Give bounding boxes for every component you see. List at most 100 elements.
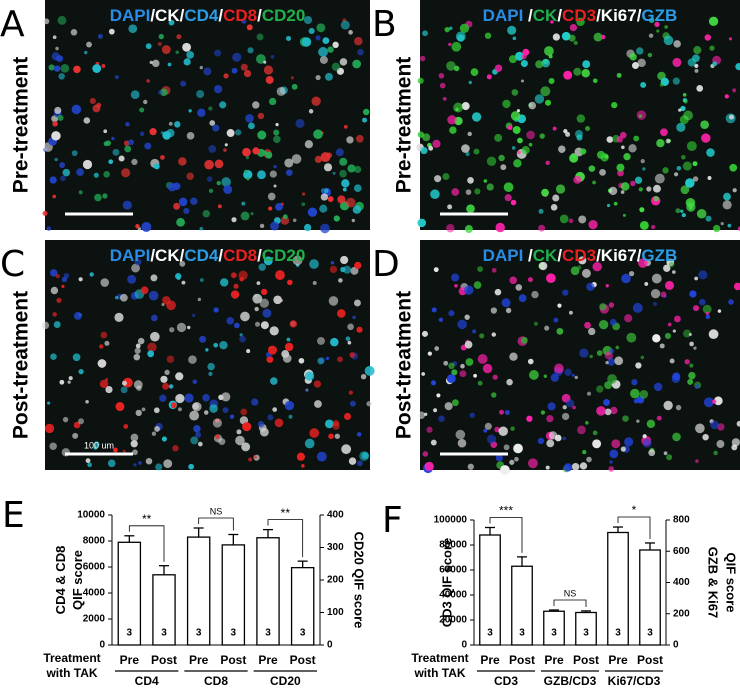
stain: / xyxy=(257,246,262,265)
cell xyxy=(461,144,470,153)
cell xyxy=(53,65,61,72)
cell xyxy=(592,430,598,436)
cell xyxy=(146,79,150,83)
cell xyxy=(199,65,203,70)
cell xyxy=(50,286,59,295)
cell xyxy=(247,47,254,54)
cell xyxy=(255,54,266,64)
cell xyxy=(664,25,669,29)
cell xyxy=(341,444,352,455)
cell xyxy=(467,463,474,470)
cell xyxy=(513,443,523,454)
cell xyxy=(320,193,329,201)
cell xyxy=(675,404,682,411)
y-tick-label: 60000 xyxy=(439,565,467,576)
cell xyxy=(203,67,212,76)
cell xyxy=(509,276,517,285)
cell xyxy=(168,121,173,126)
cell xyxy=(176,275,181,280)
cell xyxy=(332,171,336,175)
significance-bracket xyxy=(198,517,234,531)
cell xyxy=(673,40,681,48)
cell xyxy=(646,419,656,429)
cell xyxy=(341,179,350,188)
cell xyxy=(468,80,472,85)
cell xyxy=(267,414,274,421)
cell xyxy=(644,282,649,286)
cell xyxy=(152,59,160,68)
cell xyxy=(102,193,108,199)
n-label: 3 xyxy=(519,628,525,639)
cell xyxy=(270,221,279,231)
cell xyxy=(477,266,483,272)
group-label: CD20 xyxy=(270,674,301,688)
cell xyxy=(316,451,327,462)
cell xyxy=(304,438,315,449)
cell xyxy=(477,354,488,364)
cell xyxy=(59,162,66,168)
cell xyxy=(453,102,464,113)
cell xyxy=(122,449,126,453)
cell xyxy=(628,144,637,153)
cell xyxy=(217,204,222,209)
cell xyxy=(223,185,233,195)
cell xyxy=(273,184,277,188)
cell xyxy=(503,444,510,451)
cell xyxy=(576,17,585,27)
cell xyxy=(592,261,602,272)
cell xyxy=(510,199,517,206)
cell xyxy=(568,310,573,315)
y2-tick-label: 600 xyxy=(673,546,690,557)
cell xyxy=(97,359,107,368)
cell xyxy=(621,145,625,150)
cell xyxy=(600,34,606,40)
x-tick-label: Pre xyxy=(608,653,628,667)
cell xyxy=(545,160,550,166)
cell xyxy=(651,224,656,230)
cell xyxy=(134,347,141,354)
cell xyxy=(133,463,137,467)
cell xyxy=(712,224,721,233)
cell xyxy=(428,145,434,151)
cell xyxy=(515,284,523,291)
cell xyxy=(287,279,293,286)
cell xyxy=(157,90,163,95)
cell xyxy=(188,463,195,470)
cell xyxy=(578,256,587,265)
cell xyxy=(254,306,259,312)
cell xyxy=(349,400,356,407)
cell xyxy=(173,202,181,210)
cell xyxy=(735,63,740,71)
cell xyxy=(155,463,163,471)
cell xyxy=(284,400,295,411)
cell xyxy=(568,218,574,224)
cell xyxy=(272,407,278,412)
cell xyxy=(149,60,153,65)
cell xyxy=(520,336,528,344)
cell xyxy=(62,416,69,423)
cell xyxy=(430,380,437,386)
cell xyxy=(736,420,740,427)
cell xyxy=(588,327,596,336)
cell xyxy=(260,321,269,330)
cell xyxy=(624,314,633,323)
cell xyxy=(89,97,96,105)
cell xyxy=(148,290,159,301)
stain: DAPI xyxy=(483,246,524,265)
cell xyxy=(460,363,465,369)
stain: / xyxy=(523,246,533,265)
panel-letter: A xyxy=(0,4,25,45)
cell xyxy=(448,362,455,370)
cell xyxy=(147,350,155,358)
cell xyxy=(688,206,693,210)
cell xyxy=(215,434,220,440)
cell xyxy=(635,362,642,369)
stain: /Ki67/ xyxy=(596,246,642,265)
n-label: 3 xyxy=(161,628,167,639)
cell xyxy=(273,164,277,169)
cell xyxy=(252,101,260,109)
cell xyxy=(705,314,711,320)
y2-tick-label: 0 xyxy=(673,640,679,651)
cell xyxy=(172,444,179,452)
cell xyxy=(444,26,450,33)
